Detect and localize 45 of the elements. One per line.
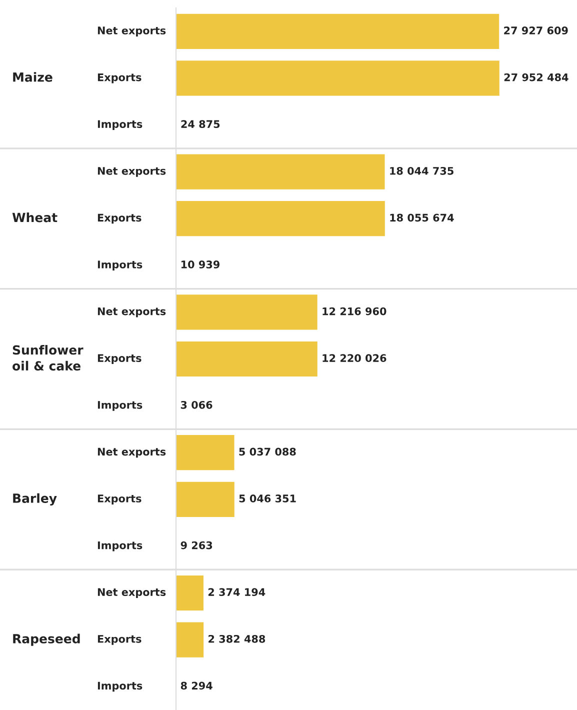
y-tick-label: Imports — [98, 260, 142, 270]
y-tick-label: Exports — [98, 73, 142, 84]
bar — [176, 435, 234, 470]
text: Maize — [13, 72, 52, 82]
bar — [176, 294, 318, 330]
y-tick-label: Exports — [98, 635, 142, 645]
y-tick-label: Imports — [98, 120, 142, 130]
text: Rapeseed — [13, 634, 80, 646]
bar — [176, 622, 204, 658]
bar — [176, 60, 500, 96]
data-label: 8 294 — [180, 682, 212, 690]
data-label: 3 066 — [180, 400, 212, 409]
bar — [176, 14, 500, 49]
y-tick-label: Exports — [98, 214, 142, 224]
bar — [176, 575, 204, 611]
data-label: 9 263 — [180, 541, 212, 550]
data-label: 12 220 026 — [322, 354, 386, 362]
y-tick-label: Net exports — [98, 26, 166, 36]
text: Sunflower oil & cake — [12, 345, 84, 371]
data-label: 12 216 960 — [322, 307, 386, 316]
data-label: 5 046 351 — [239, 494, 296, 502]
data-label: 24 875 — [181, 120, 220, 128]
text: Barley — [13, 493, 57, 506]
y-tick-label: Imports — [98, 541, 142, 552]
data-label: 10 939 — [181, 260, 220, 268]
text: Wheat — [12, 212, 58, 222]
bar — [176, 341, 318, 377]
data-label: 2 382 488 — [208, 634, 266, 643]
data-label: 27 927 609 — [504, 26, 568, 34]
y-tick-label: Exports — [98, 354, 142, 364]
data-label: 18 044 735 — [390, 166, 454, 175]
bar — [176, 201, 385, 236]
data-label: 5 037 088 — [239, 448, 296, 456]
bar — [176, 154, 385, 190]
data-label: 18 055 674 — [390, 214, 454, 222]
bar — [176, 482, 234, 517]
y-tick-label: Net exports — [98, 307, 166, 318]
y-tick-label: Imports — [98, 401, 142, 411]
y-tick-label: Net exports — [98, 448, 166, 458]
data-label: 27 952 484 — [504, 73, 568, 82]
data-label: 2 374 194 — [208, 588, 266, 596]
y-tick-label: Net exports — [98, 167, 166, 177]
y-tick-label: Net exports — [98, 588, 166, 598]
y-tick-label: Imports — [98, 682, 142, 692]
y-tick-label: Exports — [98, 494, 142, 504]
